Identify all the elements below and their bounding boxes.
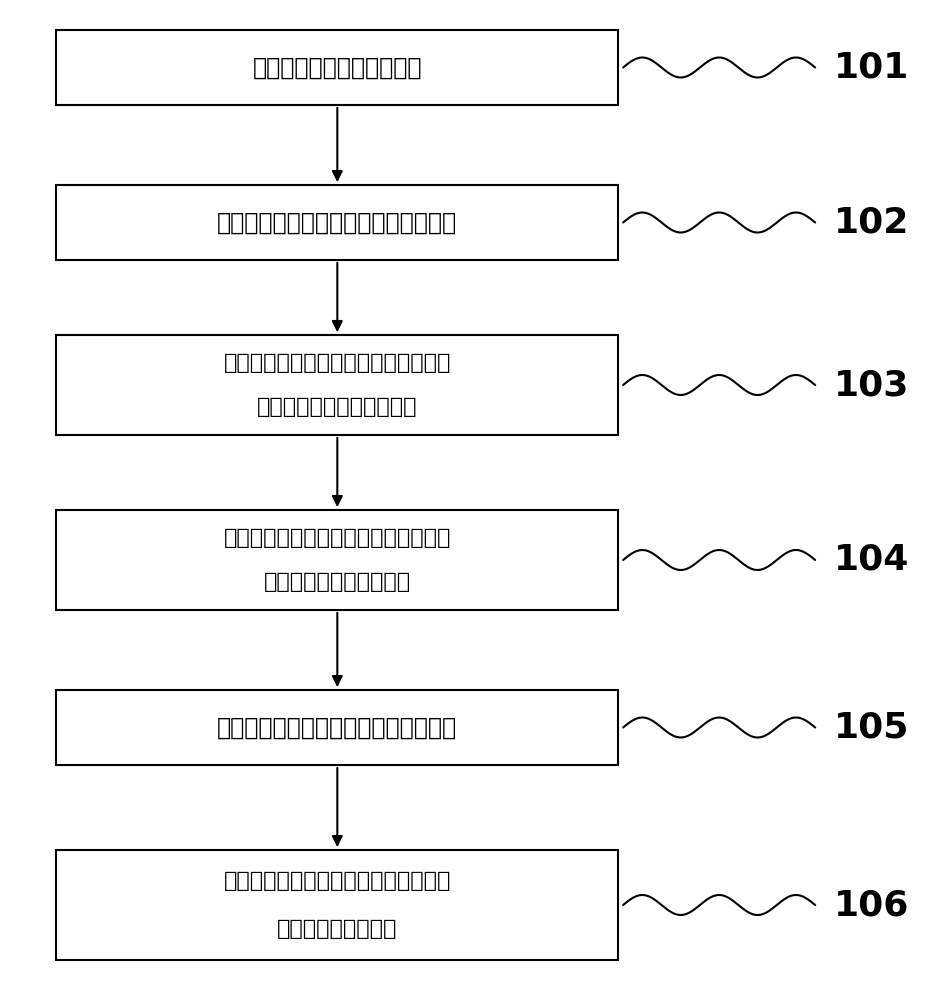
- Text: ，从而得到测试结果: ，从而得到测试结果: [277, 919, 397, 939]
- Text: 105: 105: [833, 711, 908, 744]
- Text: 将验证数据与服务器交互进行验证测试: 将验证数据与服务器交互进行验证测试: [224, 871, 450, 891]
- Text: 将固件文件写入电信号编程与擦除单元: 将固件文件写入电信号编程与擦除单元: [217, 211, 457, 234]
- Text: 104: 104: [833, 543, 908, 577]
- Bar: [56, 30, 618, 105]
- Text: 将区别项数据进行结构呈现并进行筛选: 将区别项数据进行结构呈现并进行筛选: [217, 716, 457, 740]
- Text: 106: 106: [833, 888, 908, 922]
- Bar: [56, 510, 618, 610]
- Bar: [56, 850, 618, 960]
- Bar: [56, 690, 618, 765]
- Text: 将固件文件传输至存储单元: 将固件文件传输至存储单元: [253, 55, 421, 80]
- Text: 102: 102: [833, 206, 908, 239]
- Text: 对电信号编程与擦除单元上的固件文件: 对电信号编程与擦除单元上的固件文件: [224, 353, 450, 373]
- Text: 101: 101: [833, 50, 908, 85]
- Text: 将不同版本固件文件的配置选项数据进: 将不同版本固件文件的配置选项数据进: [224, 528, 450, 548]
- Bar: [56, 335, 618, 435]
- Text: 进行解析，得到配置项数据: 进行解析，得到配置项数据: [256, 397, 417, 417]
- Bar: [56, 185, 618, 260]
- Text: 行比对，得到区别项数据: 行比对，得到区别项数据: [263, 572, 411, 592]
- Text: 103: 103: [833, 368, 908, 402]
